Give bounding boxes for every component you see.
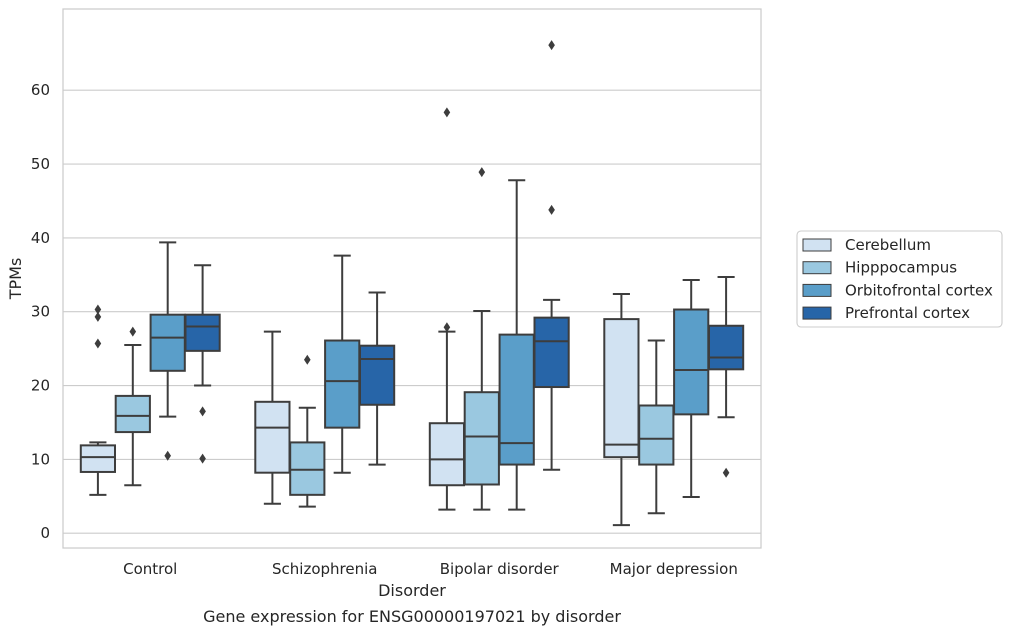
box-iqr [324,339,361,429]
box-prefrontal-cortex [533,40,570,471]
y-tick-label: 0 [40,524,50,542]
box-orbitofrontal-cortex [673,278,710,499]
gridlines [63,89,761,534]
box-orbitofrontal-cortex [498,179,535,511]
legend-frame [796,230,1003,328]
chart-caption: Gene expression for ENSG00000197021 by d… [203,607,621,626]
outlier-point [129,326,137,337]
x-tick-label: Bipolar disorder [440,560,560,578]
x-axis-ticks: Control Schizophrenia Bipolar disorder Majo… [123,560,738,578]
box-hipppocampus [114,326,151,487]
x-tick-label: Schizophrenia [272,560,377,578]
outlier-point [94,304,102,315]
legend-swatch [802,306,832,320]
box-iqr [638,404,675,466]
y-axis-ticks: 0 10 20 30 40 50 60 [31,81,50,542]
legend-entry: Cerebellum [845,236,931,254]
box-prefrontal-cortex [358,291,396,466]
y-tick-label: 10 [31,450,50,468]
box-iqr [149,313,186,372]
box-iqr [79,444,117,473]
legend: Cerebellum Hipppocampus Orbitofrontal cort… [796,230,1003,328]
box-orbitofrontal-cortex [149,241,186,461]
outlier-point [199,406,206,417]
plot-area-frame [62,8,762,549]
legend-swatch [802,261,832,275]
box-cerebellum [603,293,640,527]
legend-entry: Hipppocampus [845,259,957,277]
box-iqr [673,308,710,416]
outlier-point [164,450,171,461]
y-tick-label: 20 [31,377,50,395]
x-tick-label: Major depression [610,560,738,578]
outlier-point [722,467,730,478]
box-hipppocampus [638,339,675,515]
outlier-point [199,453,206,464]
box-orbitofrontal-cortex [324,254,361,474]
box-iqr [428,422,466,487]
outlier-point [443,322,451,333]
box-groups [79,40,745,527]
legend-swatch [802,283,832,297]
box-iqr [358,344,396,406]
legend-entry: Orbitofrontal cortex [845,281,993,299]
y-tick-label: 30 [31,303,50,321]
box-iqr [707,324,745,371]
box-iqr [533,316,570,389]
outlier-point [548,204,555,215]
legend-swatch [802,238,832,252]
box-cerebellum [254,330,291,505]
outlier-point [548,40,555,51]
box-cerebellum [428,107,466,511]
box-iqr [463,391,500,486]
outlier-point [304,354,311,365]
box-cerebellum [79,304,117,496]
x-tick-label: Control [123,560,177,578]
y-tick-label: 50 [31,155,50,173]
legend-entry: Prefrontal cortex [845,304,970,322]
outlier-point [94,338,102,349]
outlier-point [478,167,486,178]
box-iqr [184,313,221,352]
y-axis-label: TPMs [6,258,25,301]
box-iqr [289,441,326,496]
box-iqr [114,394,151,434]
box-hipppocampus [289,354,326,508]
box-iqr [603,318,640,459]
outlier-point [94,311,102,322]
x-axis-label: Disorder [378,581,446,600]
box-iqr [498,333,535,466]
box-hipppocampus [463,167,500,511]
box-prefrontal-cortex [184,264,221,464]
box-prefrontal-cortex [707,276,745,478]
y-tick-label: 60 [31,81,50,99]
y-tick-label: 40 [31,229,50,247]
outlier-point [443,107,451,118]
box-iqr [254,400,291,474]
